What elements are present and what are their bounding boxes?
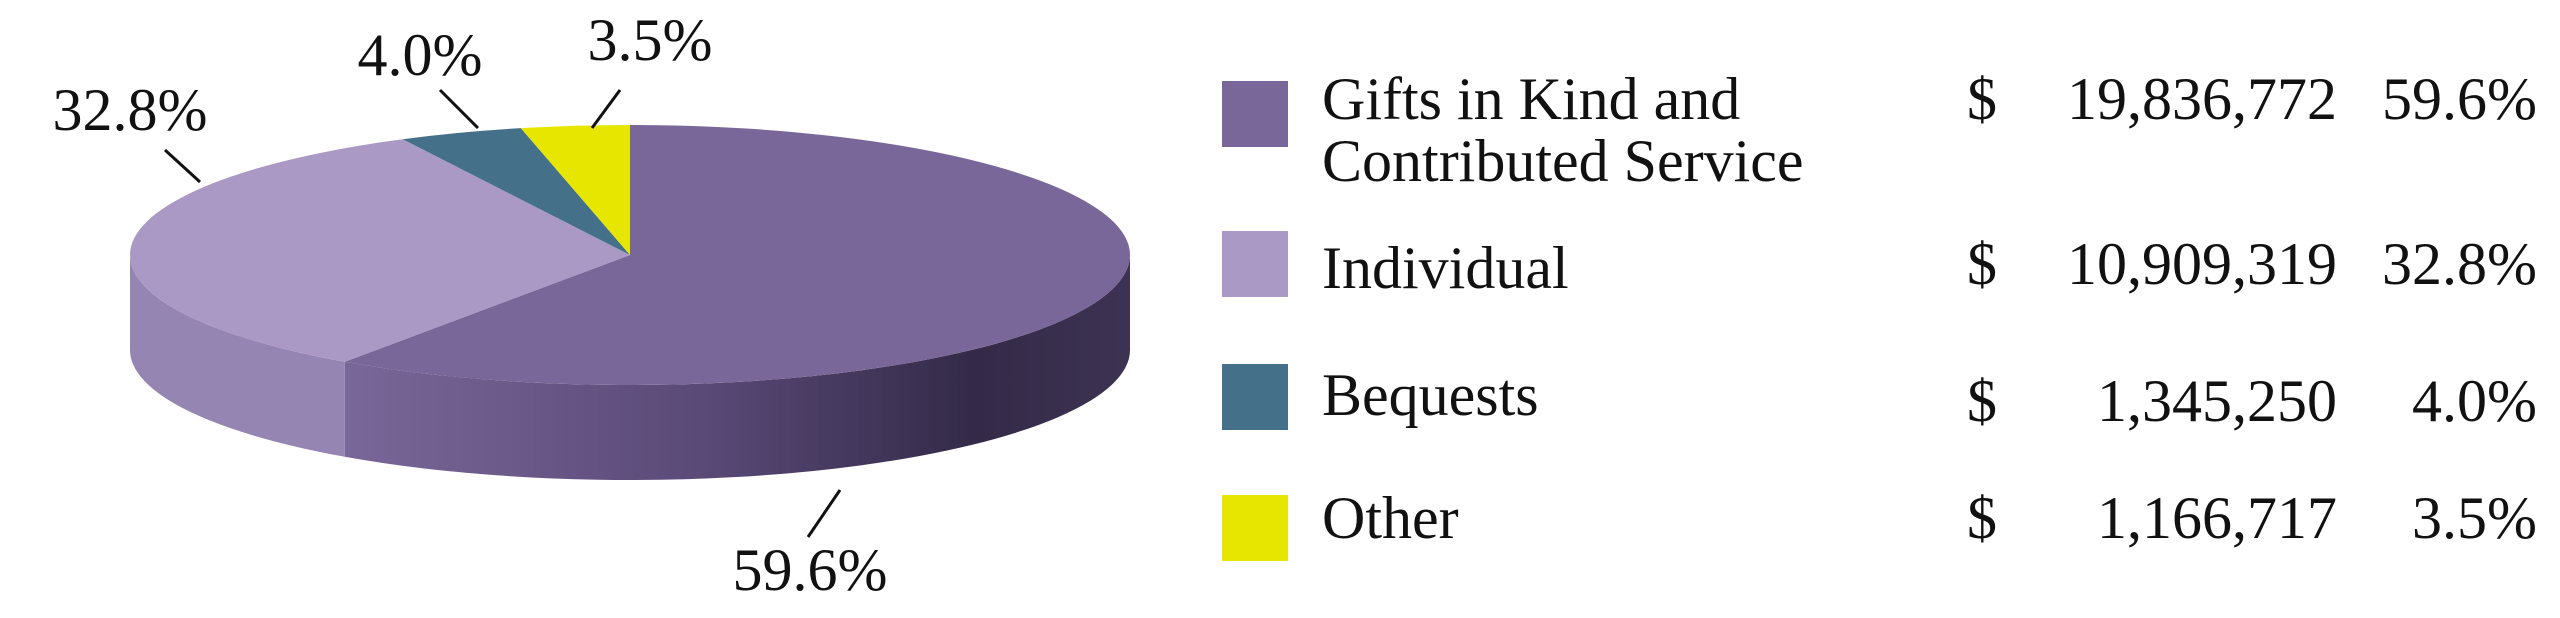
pie-sides <box>130 255 1131 480</box>
pie-labels: 59.6% 32.8% 4.0% 3.5% <box>53 7 888 603</box>
legend-swatch-individual <box>1222 231 1288 297</box>
pie-chart: 59.6% 32.8% 4.0% 3.5% <box>53 7 1131 603</box>
legend-dollar-other: $ <box>1967 485 1997 551</box>
leader-line-individual <box>163 148 202 184</box>
data-label-gifts: 59.6% <box>733 537 888 603</box>
legend-label-individual: Individual <box>1322 235 1569 301</box>
legend-percent-individual: 32.8% <box>2382 231 2537 297</box>
legend-label-other: Other <box>1322 485 1459 551</box>
legend-row-individual: Individual $ 10,909,319 32.8% <box>1222 231 2542 301</box>
pie-side-individual <box>130 255 345 457</box>
legend-label-bequests: Bequests <box>1322 362 1539 428</box>
pie-slice-bequests <box>402 128 630 255</box>
legend-dollar-individual: $ <box>1967 231 1997 297</box>
legend-percent-bequests: 4.0% <box>2412 368 2537 434</box>
pie-slice-other <box>520 125 630 255</box>
legend-row-other: Other $ 1,166,717 3.5% <box>1222 487 2542 565</box>
legend-amount-other: 1,166,717 <box>2097 485 2337 551</box>
legend-row-gifts: Gifts in Kind and Contributed Service $ … <box>1222 68 2542 208</box>
legend-dollar-bequests: $ <box>1967 368 1997 434</box>
legend-percent-gifts: 59.6% <box>2382 66 2537 132</box>
data-label-individual: 32.8% <box>53 77 208 143</box>
pie-side-gifts <box>344 255 1131 480</box>
legend-dollar-gifts: $ <box>1967 66 1997 132</box>
legend-row-bequests: Bequests $ 1,345,250 4.0% <box>1222 364 2542 434</box>
legend-swatch-gifts <box>1222 81 1288 147</box>
legend-amount-gifts: 19,836,772 <box>2067 66 2337 132</box>
legend-label-gifts-line2: Contributed Service <box>1322 128 1804 194</box>
data-label-bequests: 4.0% <box>358 22 483 88</box>
legend-amount-bequests: 1,345,250 <box>2097 368 2337 434</box>
legend-amount-individual: 10,909,319 <box>2067 231 2337 297</box>
legend-percent-other: 3.5% <box>2412 485 2537 551</box>
legend-swatch-other <box>1222 495 1288 561</box>
data-label-other: 3.5% <box>588 7 713 73</box>
pie-slice-individual <box>130 139 630 362</box>
leader-line-bequests <box>438 88 480 130</box>
pie-tops <box>130 125 1131 386</box>
legend-label-gifts-line1: Gifts in Kind and <box>1322 66 1741 132</box>
legend: Gifts in Kind and Contributed Service $ … <box>1222 68 2542 588</box>
leader-line-other <box>590 89 622 129</box>
pie-slice-gifts <box>344 125 1131 386</box>
legend-swatch-bequests <box>1222 364 1288 430</box>
legend-label-gifts: Gifts in Kind and Contributed Service <box>1322 68 1804 192</box>
leader-line-gifts <box>806 489 842 538</box>
